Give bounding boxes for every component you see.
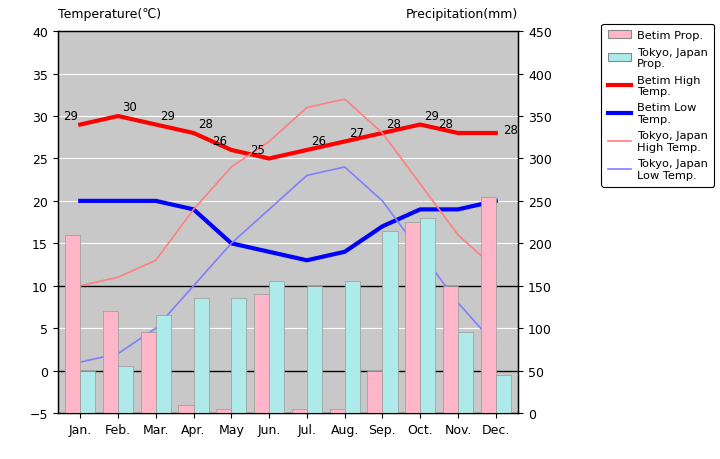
- Line: Tokyo, Japan Low Temp.: Tokyo, Japan Low Temp.: [80, 168, 496, 362]
- Tokyo, Japan High Temp.: [378, 131, 387, 136]
- Tokyo, Japan High Temp.: [227, 165, 235, 170]
- Tokyo, Japan Low Temp.: [227, 241, 235, 246]
- Text: 28: 28: [198, 118, 212, 131]
- Tokyo, Japan High Temp.: [189, 207, 198, 213]
- Text: 28: 28: [387, 118, 402, 131]
- Bar: [269, 282, 284, 413]
- Bar: [405, 223, 420, 413]
- Bar: [118, 367, 133, 413]
- Bar: [382, 231, 397, 413]
- Betim High Temp.: [114, 114, 122, 119]
- Betim Low Temp.: [454, 207, 462, 213]
- Tokyo, Japan High Temp.: [492, 266, 500, 272]
- Bar: [140, 333, 156, 413]
- Text: Temperature(℃): Temperature(℃): [58, 8, 161, 21]
- Bar: [496, 375, 511, 413]
- Betim High Temp.: [454, 131, 462, 136]
- Bar: [345, 282, 360, 413]
- Bar: [65, 235, 80, 413]
- Betim Low Temp.: [227, 241, 235, 246]
- Bar: [156, 316, 171, 413]
- Betim High Temp.: [227, 148, 235, 153]
- Tokyo, Japan Low Temp.: [492, 342, 500, 348]
- Betim High Temp.: [189, 131, 198, 136]
- Betim High Temp.: [265, 157, 274, 162]
- Bar: [481, 197, 496, 413]
- Text: 26: 26: [311, 135, 326, 148]
- Tokyo, Japan Low Temp.: [302, 174, 311, 179]
- Bar: [420, 218, 436, 413]
- Betim High Temp.: [302, 148, 311, 153]
- Text: 29: 29: [424, 110, 439, 123]
- Betim Low Temp.: [302, 258, 311, 263]
- Tokyo, Japan Low Temp.: [76, 359, 84, 365]
- Tokyo, Japan Low Temp.: [416, 250, 425, 255]
- Bar: [254, 295, 269, 413]
- Bar: [231, 299, 246, 413]
- Bar: [292, 409, 307, 413]
- Bar: [179, 405, 194, 413]
- Text: 29: 29: [160, 110, 175, 123]
- Betim High Temp.: [341, 140, 349, 145]
- Betim Low Temp.: [492, 199, 500, 204]
- Bar: [307, 286, 322, 413]
- Text: 28: 28: [438, 118, 454, 131]
- Tokyo, Japan Low Temp.: [151, 326, 160, 331]
- Betim Low Temp.: [151, 199, 160, 204]
- Betim Low Temp.: [416, 207, 425, 213]
- Text: 29: 29: [63, 110, 78, 123]
- Text: 28: 28: [503, 124, 518, 137]
- Tokyo, Japan High Temp.: [114, 275, 122, 280]
- Tokyo, Japan Low Temp.: [341, 165, 349, 170]
- Tokyo, Japan Low Temp.: [454, 300, 462, 306]
- Tokyo, Japan High Temp.: [341, 97, 349, 103]
- Tokyo, Japan High Temp.: [151, 258, 160, 263]
- Tokyo, Japan Low Temp.: [265, 207, 274, 213]
- Tokyo, Japan Low Temp.: [378, 199, 387, 204]
- Betim High Temp.: [492, 131, 500, 136]
- Text: 25: 25: [250, 144, 264, 157]
- Line: Betim Low Temp.: Betim Low Temp.: [80, 202, 496, 261]
- Bar: [443, 286, 458, 413]
- Bar: [194, 299, 209, 413]
- Tokyo, Japan Low Temp.: [189, 283, 198, 289]
- Text: 26: 26: [212, 135, 227, 148]
- Bar: [80, 371, 95, 413]
- Line: Betim High Temp.: Betim High Temp.: [80, 117, 496, 159]
- Betim Low Temp.: [189, 207, 198, 213]
- Text: 30: 30: [122, 101, 137, 114]
- Betim Low Temp.: [341, 250, 349, 255]
- Betim Low Temp.: [265, 250, 274, 255]
- Betim Low Temp.: [76, 199, 84, 204]
- Tokyo, Japan High Temp.: [265, 140, 274, 145]
- Tokyo, Japan High Temp.: [416, 182, 425, 187]
- Betim High Temp.: [76, 123, 84, 128]
- Bar: [103, 312, 118, 413]
- Betim High Temp.: [151, 123, 160, 128]
- Tokyo, Japan High Temp.: [76, 283, 84, 289]
- Text: Precipitation(mm): Precipitation(mm): [406, 8, 518, 21]
- Betim Low Temp.: [378, 224, 387, 230]
- Tokyo, Japan High Temp.: [454, 233, 462, 238]
- Text: 27: 27: [348, 127, 364, 140]
- Betim High Temp.: [416, 123, 425, 128]
- Bar: [367, 371, 382, 413]
- Betim Low Temp.: [114, 199, 122, 204]
- Bar: [216, 409, 231, 413]
- Betim High Temp.: [378, 131, 387, 136]
- Legend: Betim Prop., Tokyo, Japan
Prop., Betim High
Temp., Betim Low
Temp., Tokyo, Japan: Betim Prop., Tokyo, Japan Prop., Betim H…: [601, 24, 714, 187]
- Bar: [330, 409, 345, 413]
- Tokyo, Japan Low Temp.: [114, 351, 122, 357]
- Bar: [458, 333, 473, 413]
- Line: Tokyo, Japan High Temp.: Tokyo, Japan High Temp.: [80, 100, 496, 286]
- Tokyo, Japan High Temp.: [302, 106, 311, 111]
